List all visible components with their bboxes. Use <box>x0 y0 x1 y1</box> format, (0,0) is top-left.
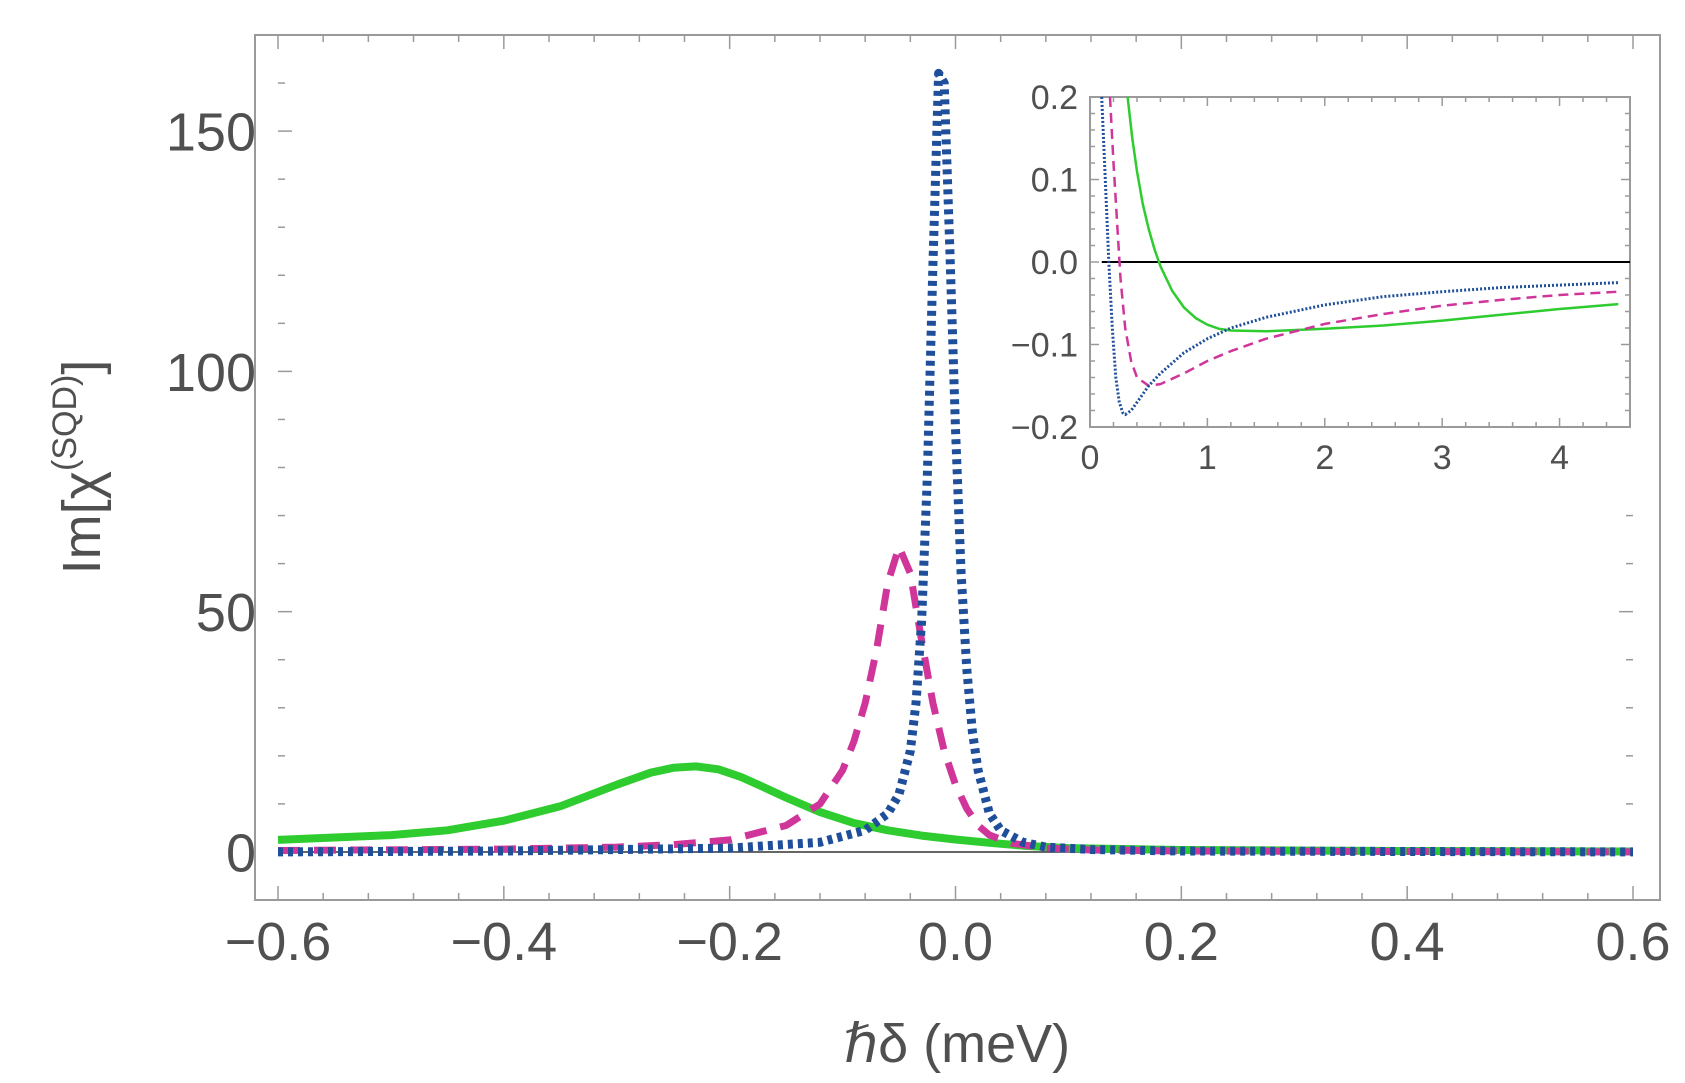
main-x-tick-label: −0.2 <box>676 912 783 972</box>
inset-series <box>1100 96 1619 417</box>
inset-y-tick-label: 0.0 <box>1031 244 1078 282</box>
main-x-tick-label: 0.0 <box>918 912 993 972</box>
main-plot: −0.6 −0.4 −0.2 0.0 0.2 0.4 0.6 0 50 100 150 ℏδ (m… <box>46 34 1671 1074</box>
main-y-tick-labels: 0 50 100 150 <box>166 103 256 884</box>
main-y-tick-label: 50 <box>196 583 256 643</box>
main-series-dashed <box>277 543 1634 856</box>
inset-x-tick-label: 3 <box>1433 439 1452 477</box>
y-axis-title-sup: (SQD) <box>46 375 84 471</box>
main-minor-ticks <box>277 34 1634 901</box>
y-axis-title-base: Im[χ <box>52 471 112 574</box>
inset-x-tick-label: 1 <box>1198 439 1217 477</box>
inset-x-tick-label: 4 <box>1550 439 1569 477</box>
main-series <box>277 68 1634 857</box>
inset-x-tick-labels: 0 1 2 3 4 <box>1081 439 1569 477</box>
inset-y-tick-label: 0.2 <box>1031 79 1078 117</box>
main-x-tick-label: 0.2 <box>1144 912 1219 972</box>
main-x-tick-label: 0.6 <box>1595 912 1670 972</box>
main-plot-frame <box>254 34 1661 901</box>
inset-y-tick-label: −0.2 <box>1011 409 1078 447</box>
main-y-tick-label: 0 <box>226 823 256 883</box>
main-x-tick-label: −0.4 <box>451 912 558 972</box>
main-x-tick-label: 0.4 <box>1370 912 1445 972</box>
inset-minor-ticks <box>1089 96 1631 428</box>
inset-series-solid <box>1126 96 1619 333</box>
main-y-tick-label: 150 <box>166 103 256 163</box>
y-axis-title-close: ] <box>52 360 112 375</box>
inset-x-tick-label: 0 <box>1081 439 1100 477</box>
inset-plot: 0 1 2 3 4 −0.2 −0.1 0.0 0.1 0.2 <box>985 68 1645 478</box>
inset-y-tick-label: −0.1 <box>1011 327 1078 365</box>
main-x-tick-labels: −0.6 −0.4 −0.2 0.0 0.2 0.4 0.6 <box>225 912 1671 972</box>
inset-background <box>985 68 1645 478</box>
inset-series-dotted <box>1100 96 1619 417</box>
x-axis-title: ℏδ (meV) <box>844 1014 1070 1074</box>
inset-y-tick-labels: −0.2 −0.1 0.0 0.1 0.2 <box>1011 79 1078 447</box>
inset-series-dashed <box>1108 96 1619 388</box>
inset-y-tick-label: 0.1 <box>1031 162 1078 200</box>
y-axis-title: Im[χ(SQD)] <box>46 360 112 575</box>
main-y-tick-label: 100 <box>166 343 256 403</box>
main-series-dotted <box>277 68 1634 857</box>
inset-x-tick-label: 2 <box>1315 439 1334 477</box>
main-x-tick-label: −0.6 <box>225 912 332 972</box>
